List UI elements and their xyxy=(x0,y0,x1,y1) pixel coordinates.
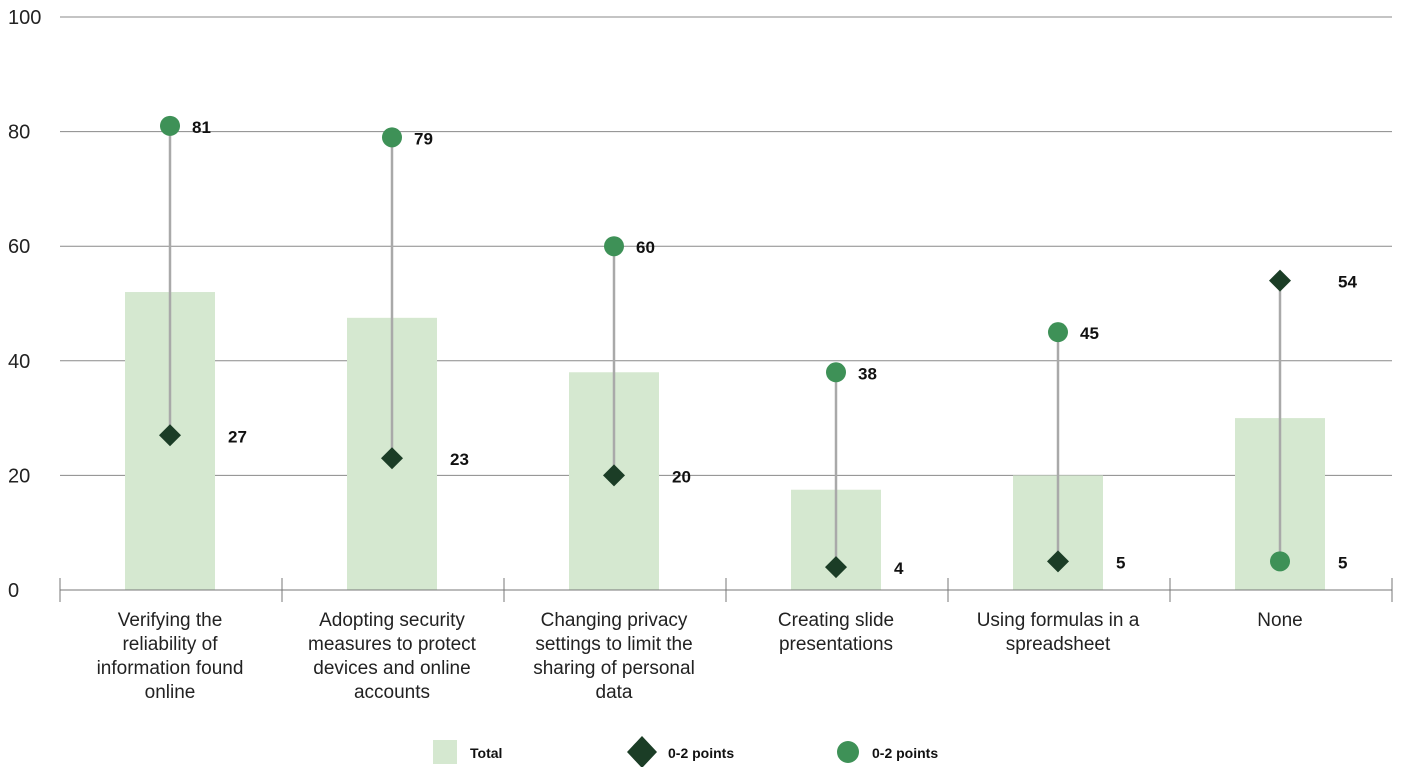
legend-label-diamond: 0-2 points xyxy=(668,745,734,761)
legend-label-total: Total xyxy=(470,745,502,761)
category-label-line: Changing privacy xyxy=(541,610,688,631)
marker-diamond xyxy=(1269,269,1291,292)
marker-circle xyxy=(604,236,624,257)
legend-swatch-circle xyxy=(837,741,859,763)
y-tick-label: 20 xyxy=(8,465,30,487)
total-bars xyxy=(125,292,1325,590)
category-label-line: measures to protect xyxy=(308,634,477,655)
category-label-line: reliability of xyxy=(122,634,218,655)
data-label-circle: 60 xyxy=(636,238,655,257)
data-label-diamond: 4 xyxy=(894,559,904,578)
category-label-line: spreadsheet xyxy=(1006,634,1111,655)
marker-circle xyxy=(382,127,402,148)
category-label-line: Creating slide xyxy=(778,610,894,631)
y-tick-label: 100 xyxy=(8,7,41,29)
marker-diamond xyxy=(381,447,403,470)
marker-diamond xyxy=(825,556,847,579)
marker-circle xyxy=(1048,322,1068,343)
legend-swatch-total xyxy=(433,740,457,764)
category-label-line: sharing of personal xyxy=(533,658,695,679)
y-axis-tick-labels: 0 20 40 60 80 100 xyxy=(8,7,41,602)
data-label-circle: 5 xyxy=(1338,553,1347,572)
category-label-line: devices and online xyxy=(313,658,470,679)
data-label-circle: 38 xyxy=(858,364,877,383)
data-label-circle: 79 xyxy=(414,129,433,148)
marker-circle xyxy=(826,362,846,383)
x-axis xyxy=(59,578,1393,602)
data-label-diamond: 27 xyxy=(228,427,247,446)
y-tick-label: 40 xyxy=(8,351,30,373)
y-tick-label: 80 xyxy=(8,122,30,144)
x-axis-category-labels: Verifying the reliability of information f… xyxy=(97,610,1303,703)
y-tick-label: 0 xyxy=(8,580,19,602)
legend-swatch-diamond xyxy=(627,736,657,767)
marker-diamond xyxy=(603,464,625,487)
marker-diamond xyxy=(159,424,181,447)
y-tick-label: 60 xyxy=(8,236,30,258)
category-label-line: information found xyxy=(97,658,244,679)
markers xyxy=(159,115,1291,579)
data-label-diamond: 54 xyxy=(1338,273,1357,292)
category-label-line: presentations xyxy=(779,634,893,655)
gridlines xyxy=(60,16,1392,476)
data-label-circle: 81 xyxy=(192,118,211,137)
marker-circle xyxy=(160,115,180,136)
marker-diamond xyxy=(1047,550,1069,573)
legend: Total 0-2 points 0-2 points xyxy=(433,736,938,767)
legend-label-circle: 0-2 points xyxy=(872,745,938,761)
data-label-diamond: 20 xyxy=(672,467,691,486)
category-label-line: settings to limit the xyxy=(535,634,692,655)
marker-circle xyxy=(1270,551,1290,572)
category-label-line: None xyxy=(1257,610,1302,631)
category-label-line: accounts xyxy=(354,682,430,703)
category-label-line: Adopting security xyxy=(319,610,465,631)
category-label-line: Verifying the xyxy=(118,610,223,631)
category-label-line: online xyxy=(145,682,196,703)
category-label-line: data xyxy=(596,682,633,703)
data-label-diamond: 23 xyxy=(450,450,469,469)
category-label-line: Using formulas in a xyxy=(977,610,1140,631)
connector-lines xyxy=(168,125,1282,568)
data-label-circle: 45 xyxy=(1080,324,1099,343)
data-label-diamond: 5 xyxy=(1116,553,1125,572)
